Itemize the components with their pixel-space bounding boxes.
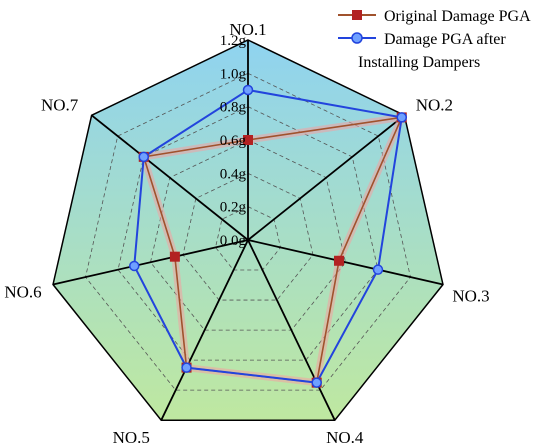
data-point-square — [243, 135, 253, 145]
axis-spoke — [247, 239, 444, 286]
data-point-circle — [181, 362, 192, 373]
data-point-circle — [311, 377, 322, 388]
series-line — [133, 88, 403, 384]
axis-spoke — [52, 239, 249, 286]
radar-tick-labels: 0.0g 0.2g 0.4g 0.6g 0.8g 1.0g 1.2g — [220, 33, 247, 249]
tick-label: 0.2g — [220, 200, 247, 216]
data-point-square — [333, 255, 344, 266]
category-label: NO.7 — [41, 95, 79, 114]
radar-category-labels: NO.1 NO.2 NO.3 NO.4 NO.5 NO.6 NO.7 — [4, 20, 489, 445]
radar-axes — [52, 40, 444, 421]
axis-spoke — [91, 114, 249, 241]
axis-spoke — [247, 239, 336, 421]
axis-spoke — [160, 239, 249, 421]
tick-label: 0.4g — [220, 166, 247, 182]
legend-marker-square — [352, 10, 362, 20]
grid-ring — [182, 172, 314, 301]
axis-spoke — [247, 114, 405, 241]
data-point-circle — [372, 264, 384, 275]
legend-label-original: Original Damage PGA — [384, 8, 531, 25]
grid-ring — [215, 206, 281, 271]
legend-marker-circle — [351, 32, 363, 44]
tick-label: 0.6g — [220, 133, 247, 149]
grid-ring — [117, 106, 379, 361]
data-point-circle — [129, 260, 140, 272]
grid-ring — [52, 39, 444, 421]
category-label: NO.5 — [113, 428, 150, 445]
tick-label: 0.8g — [220, 100, 247, 116]
tick-label: 1.0g — [220, 66, 247, 82]
data-point-circle — [138, 151, 150, 163]
category-label: NO.6 — [4, 283, 41, 302]
category-label: NO.2 — [416, 95, 453, 114]
grid-ring — [150, 139, 346, 331]
category-label: NO.3 — [452, 287, 489, 306]
radar-series — [129, 84, 408, 388]
category-label: NO.4 — [326, 428, 364, 445]
tick-label: 0.0g — [220, 233, 247, 249]
tick-label: 1.2g — [220, 33, 247, 49]
data-point-square — [169, 251, 180, 262]
category-label: NO.1 — [229, 20, 266, 39]
legend: Original Damage PGA Damage PGA after Ins… — [338, 8, 531, 71]
data-point-circle — [396, 112, 408, 123]
data-point-circle — [242, 84, 254, 96]
legend-label-dampers-line1: Damage PGA after — [384, 31, 506, 48]
legend-label-dampers-line2: Installing Dampers — [358, 54, 480, 71]
